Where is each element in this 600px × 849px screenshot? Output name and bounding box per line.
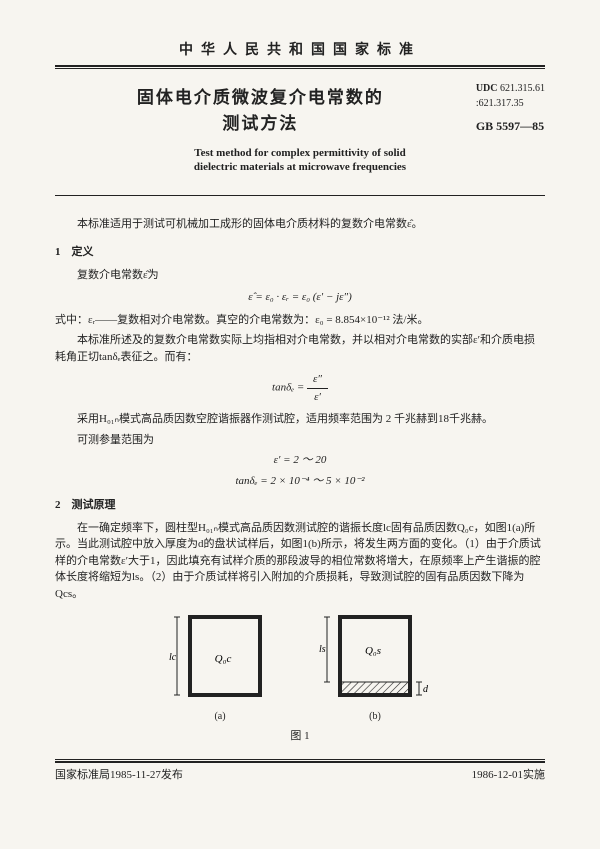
- title-en-line2: dielectric materials at microwave freque…: [194, 161, 406, 173]
- title-en-line1: Test method for complex permittivity of …: [194, 147, 405, 159]
- sec1-p1: 复数介电常数ε̂为: [55, 267, 545, 284]
- figure-row: Q₀c lc (a) Q₀s: [55, 612, 545, 724]
- sec2-heading: 2 测试原理: [55, 497, 545, 514]
- figure-a-svg: Q₀c lc: [165, 612, 275, 707]
- header-rule-thin: [55, 68, 545, 69]
- where-body: εᵣ——复数相对介电常数。真空的介电常数为：ε₀ = 8.854×10⁻¹² 法…: [88, 314, 428, 326]
- sec1-tan-formula: tanδₑ = ε″ ε′: [55, 371, 545, 405]
- org-header: 中华人民共和国国家标准: [55, 40, 545, 61]
- title-zh-line2: 测试方法: [222, 114, 298, 133]
- figure-a: Q₀c lc (a): [165, 612, 275, 724]
- fig-b-ls: ls: [319, 644, 326, 655]
- sec1-formula1: ε̂ = ε₀ · εᵣ = ε₀ (ε′ − jε″): [55, 289, 545, 306]
- tan-num: ε″: [307, 371, 328, 389]
- udc-line: UDC 621.315.61: [476, 81, 545, 96]
- fig-a-q: Q₀c: [215, 653, 232, 665]
- fig-a-lc: lc: [169, 652, 177, 663]
- tan-fraction: ε″ ε′: [307, 371, 328, 405]
- fig-a-label: (a): [165, 709, 275, 724]
- header-rule-thick: [55, 65, 545, 67]
- footer: 国家标准局1985-11-27发布 1986-12-01实施: [55, 767, 545, 784]
- fig-b-label: (b): [315, 709, 435, 724]
- title-zh: 固体电介质微波复介电常数的 测试方法: [55, 81, 466, 136]
- sec1-p3: 采用H₀₁ₙ模式高品质因数空腔谐振器作测试腔，适用频率范围为 2 千兆赫到18千…: [55, 411, 545, 428]
- tan-lhs: tanδₑ =: [272, 382, 304, 394]
- sec1-range1: ε′ = 2 ～ 20: [55, 452, 545, 469]
- codes-block: UDC 621.315.61 :621.317.35 GB 5597—85: [466, 81, 545, 136]
- figure-b-svg: Q₀s ls d: [315, 612, 435, 707]
- title-block: 固体电介质微波复介电常数的 测试方法 UDC 621.315.61 :621.3…: [55, 81, 545, 136]
- title-underline: [55, 195, 545, 196]
- figure-b: Q₀s ls d (b): [315, 612, 435, 724]
- udc-2: :621.317.35: [476, 96, 545, 111]
- footer-right: 1986-12-01实施: [472, 767, 545, 784]
- udc-1: 621.315.61: [500, 83, 545, 94]
- footer-rule-thin: [55, 759, 545, 760]
- intro-text: 本标准适用于测试可机械加工成形的固体电介质材料的复数介电常数ε̂。: [55, 216, 545, 233]
- where-label: 式中：: [55, 314, 88, 326]
- footer-rule-thick: [55, 761, 545, 763]
- tan-den: ε′: [308, 389, 327, 406]
- fig-b-d: d: [423, 684, 429, 695]
- title-en: Test method for complex permittivity of …: [55, 146, 545, 175]
- sec1-where: 式中：εᵣ——复数相对介电常数。真空的介电常数为：ε₀ = 8.854×10⁻¹…: [55, 312, 545, 329]
- page-root: 中华人民共和国国家标准 固体电介质微波复介电常数的 测试方法 UDC 621.3…: [0, 0, 600, 849]
- fig-b-q: Q₀s: [365, 645, 381, 657]
- sec1-p2: 本标准所述及的复数介电常数实际上均指相对介电常数，并以相对介电常数的实部ε′和介…: [55, 332, 545, 365]
- gb-code: GB 5597—85: [476, 117, 545, 135]
- title-zh-line1: 固体电介质微波复介电常数的: [137, 88, 384, 107]
- udc-label: UDC: [476, 83, 498, 94]
- sec2-p1: 在一确定频率下，圆柱型H₀₁ₙ模式高品质因数测试腔的谐振长度lc固有品质因数Q₀…: [55, 520, 545, 603]
- sec1-range2: tanδₑ = 2 × 10⁻⁴ ～ 5 × 10⁻²: [55, 473, 545, 490]
- sec1-p4: 可测参量范围为: [55, 432, 545, 449]
- footer-left: 国家标准局1985-11-27发布: [55, 767, 183, 784]
- sec1-heading: 1 定义: [55, 244, 545, 261]
- figure-caption: 图 1: [55, 728, 545, 745]
